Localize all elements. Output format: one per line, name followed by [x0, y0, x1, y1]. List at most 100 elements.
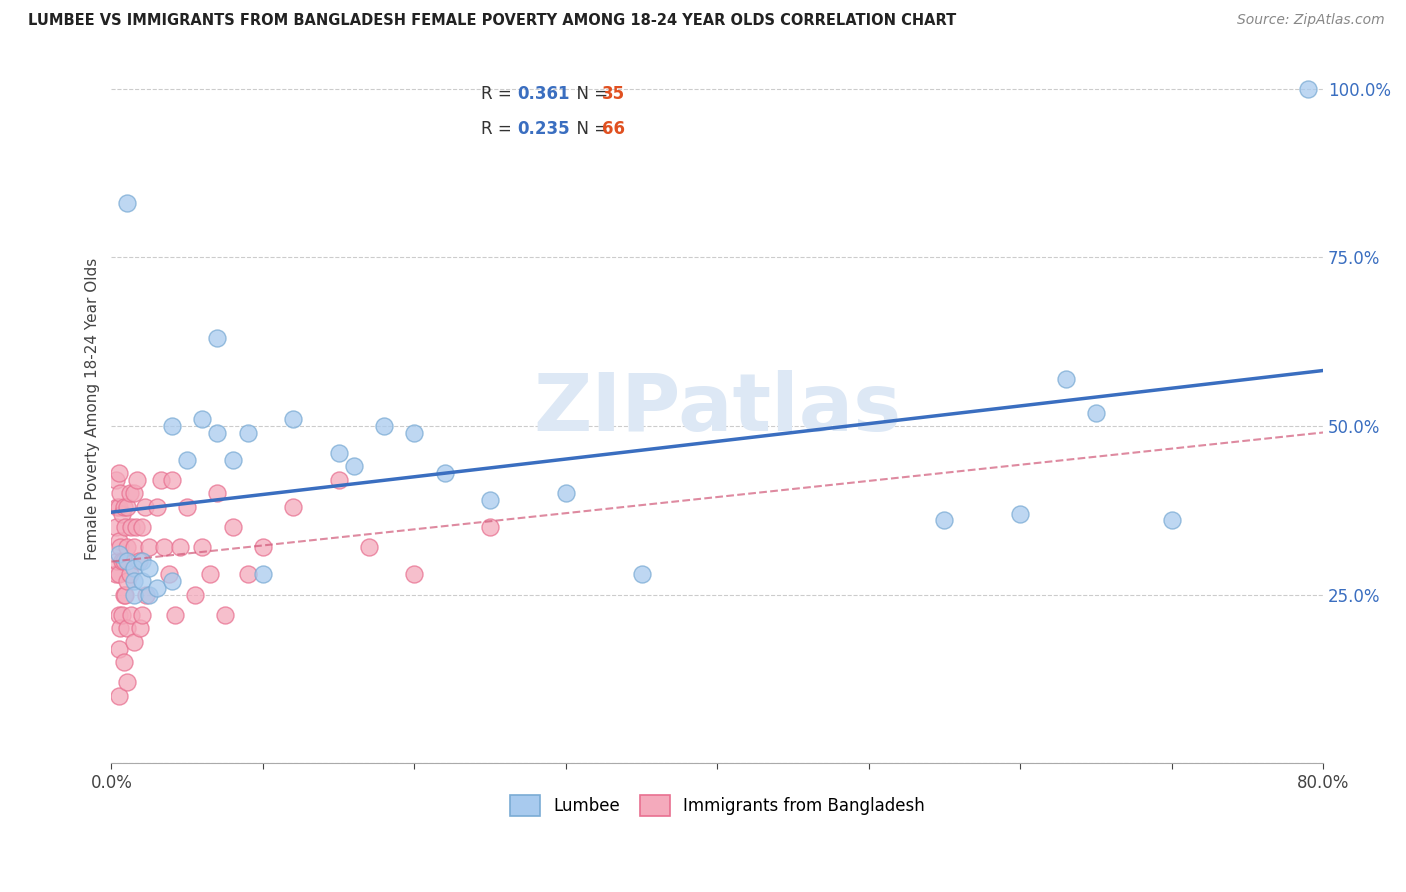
- Point: [111, 554, 134, 568]
- Point: [104, 473, 127, 487]
- Point: [934, 513, 956, 527]
- Point: [122, 560, 145, 574]
- Point: [404, 567, 426, 582]
- Point: [135, 588, 157, 602]
- Point: [129, 621, 152, 635]
- Point: [112, 655, 135, 669]
- Point: [112, 588, 135, 602]
- Point: [114, 588, 136, 602]
- Point: [146, 500, 169, 514]
- Point: [104, 520, 127, 534]
- Text: 35: 35: [602, 85, 626, 103]
- Point: [111, 507, 134, 521]
- Point: [157, 567, 180, 582]
- Point: [120, 607, 142, 622]
- Point: [110, 486, 132, 500]
- Point: [131, 607, 153, 622]
- Point: [373, 419, 395, 434]
- Point: [108, 547, 131, 561]
- Point: [115, 196, 138, 211]
- Point: [1296, 82, 1319, 96]
- Point: [108, 533, 131, 548]
- Point: [104, 567, 127, 582]
- Point: [108, 567, 131, 582]
- Point: [479, 493, 502, 508]
- Point: [160, 419, 183, 434]
- Point: [283, 500, 305, 514]
- Point: [252, 541, 274, 555]
- Point: [1010, 507, 1032, 521]
- Point: [110, 541, 132, 555]
- Text: 66: 66: [602, 120, 626, 138]
- Point: [198, 567, 221, 582]
- Point: [150, 473, 173, 487]
- Point: [108, 641, 131, 656]
- Point: [114, 520, 136, 534]
- Point: [128, 554, 150, 568]
- Point: [107, 554, 129, 568]
- Point: [153, 541, 176, 555]
- Point: [115, 554, 138, 568]
- Point: [115, 675, 138, 690]
- Text: R =: R =: [481, 120, 517, 138]
- Point: [108, 607, 131, 622]
- Point: [169, 541, 191, 555]
- Point: [328, 473, 350, 487]
- Legend: Lumbee, Immigrants from Bangladesh: Lumbee, Immigrants from Bangladesh: [499, 785, 935, 826]
- Text: LUMBEE VS IMMIGRANTS FROM BANGLADESH FEMALE POVERTY AMONG 18-24 YEAR OLDS CORREL: LUMBEE VS IMMIGRANTS FROM BANGLADESH FEM…: [28, 13, 956, 29]
- Point: [404, 425, 426, 440]
- Point: [107, 500, 129, 514]
- Point: [176, 500, 198, 514]
- Point: [207, 331, 229, 345]
- Point: [120, 520, 142, 534]
- Point: [283, 412, 305, 426]
- Point: [630, 567, 652, 582]
- Point: [108, 466, 131, 480]
- Point: [183, 588, 205, 602]
- Point: [160, 473, 183, 487]
- Text: N =: N =: [565, 120, 613, 138]
- Text: Source: ZipAtlas.com: Source: ZipAtlas.com: [1237, 13, 1385, 28]
- Point: [343, 459, 366, 474]
- Point: [110, 621, 132, 635]
- Point: [236, 567, 259, 582]
- Point: [124, 520, 146, 534]
- Text: 0.361: 0.361: [517, 85, 569, 103]
- Point: [138, 541, 160, 555]
- Point: [112, 554, 135, 568]
- Point: [108, 500, 131, 514]
- Point: [221, 520, 243, 534]
- Point: [357, 541, 380, 555]
- Point: [1160, 513, 1182, 527]
- Point: [138, 560, 160, 574]
- Point: [207, 486, 229, 500]
- Point: [118, 486, 141, 500]
- Point: [131, 574, 153, 588]
- Point: [207, 425, 229, 440]
- Point: [122, 574, 145, 588]
- Point: [328, 446, 350, 460]
- Point: [122, 588, 145, 602]
- Text: 0.235: 0.235: [517, 120, 569, 138]
- Point: [122, 634, 145, 648]
- Point: [146, 581, 169, 595]
- Point: [122, 541, 145, 555]
- Point: [115, 500, 138, 514]
- Point: [112, 500, 135, 514]
- Point: [134, 500, 156, 514]
- Point: [108, 689, 131, 703]
- Point: [111, 607, 134, 622]
- Point: [176, 452, 198, 467]
- Point: [131, 554, 153, 568]
- Point: [115, 574, 138, 588]
- Text: R =: R =: [481, 85, 517, 103]
- Point: [191, 412, 214, 426]
- Point: [1084, 405, 1107, 419]
- Point: [115, 541, 138, 555]
- Point: [433, 466, 456, 480]
- Point: [479, 520, 502, 534]
- Point: [236, 425, 259, 440]
- Point: [554, 486, 576, 500]
- Point: [221, 452, 243, 467]
- Point: [163, 607, 186, 622]
